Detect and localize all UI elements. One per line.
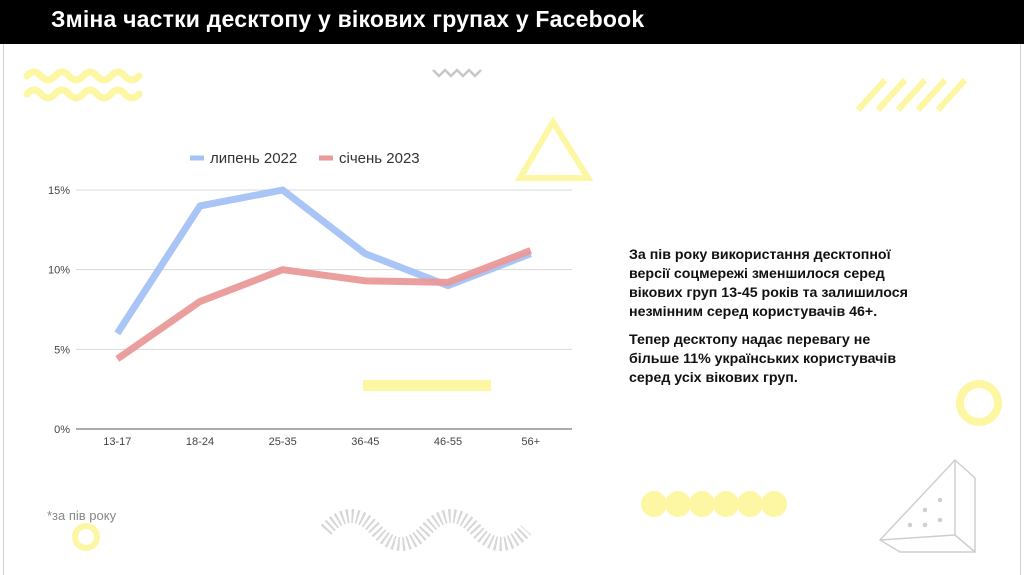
decor-ring-yellow-bottom bbox=[72, 523, 100, 551]
decor-dotted-wave bbox=[320, 509, 532, 551]
legend-label-1: липень 2022 bbox=[210, 150, 297, 167]
series-line-2 bbox=[115, 247, 532, 362]
decor-cube-outline bbox=[878, 458, 976, 553]
description-paragraph-1: За пів року використання десктопної верс… bbox=[629, 247, 908, 320]
decor-ring-yellow-right bbox=[956, 380, 1002, 426]
x-tick-label: 36-45 bbox=[351, 436, 379, 448]
x-tick-label: 25-35 bbox=[269, 436, 297, 448]
description-paragraph-2: Тепер десктопу надає перевагу не більше … bbox=[629, 332, 897, 386]
y-tick-label: 5% bbox=[54, 344, 70, 356]
chart-legend: липень 2022 січень 2023 bbox=[190, 150, 420, 167]
right-border bbox=[1020, 44, 1021, 575]
left-border bbox=[3, 44, 4, 575]
legend-label-2: січень 2023 bbox=[339, 150, 420, 167]
decor-triangle-yellow bbox=[514, 116, 594, 181]
y-tick-label: 10% bbox=[48, 265, 70, 277]
chart-series bbox=[114, 186, 532, 362]
y-tick-label: 15% bbox=[48, 185, 70, 197]
x-tick-label: 56+ bbox=[521, 436, 540, 448]
chart-x-axis: 13-17 18-24 25-35 36-45 46-55 56+ bbox=[103, 436, 540, 448]
x-tick-label: 46-55 bbox=[434, 436, 462, 448]
y-tick-label: 0% bbox=[54, 424, 70, 436]
decor-wave-bubbles bbox=[641, 491, 787, 517]
decor-bar-yellow bbox=[363, 380, 491, 391]
page-title: Зміна частки десктопу у вікових групах у… bbox=[51, 6, 645, 32]
title-bar: Зміна частки десктопу у вікових групах у… bbox=[0, 0, 1024, 44]
footnote: *за пів року bbox=[47, 508, 117, 523]
description-text: За пів року використання десктопної верс… bbox=[629, 246, 919, 397]
x-tick-label: 18-24 bbox=[186, 436, 214, 448]
decor-zigzag-yellow-left bbox=[23, 68, 143, 102]
chart-y-axis: 0% 5% 10% 15% bbox=[48, 185, 70, 436]
decor-stripes-top-right bbox=[855, 77, 968, 113]
x-tick-label: 13-17 bbox=[103, 436, 131, 448]
decor-zigzag-gray bbox=[432, 68, 482, 78]
